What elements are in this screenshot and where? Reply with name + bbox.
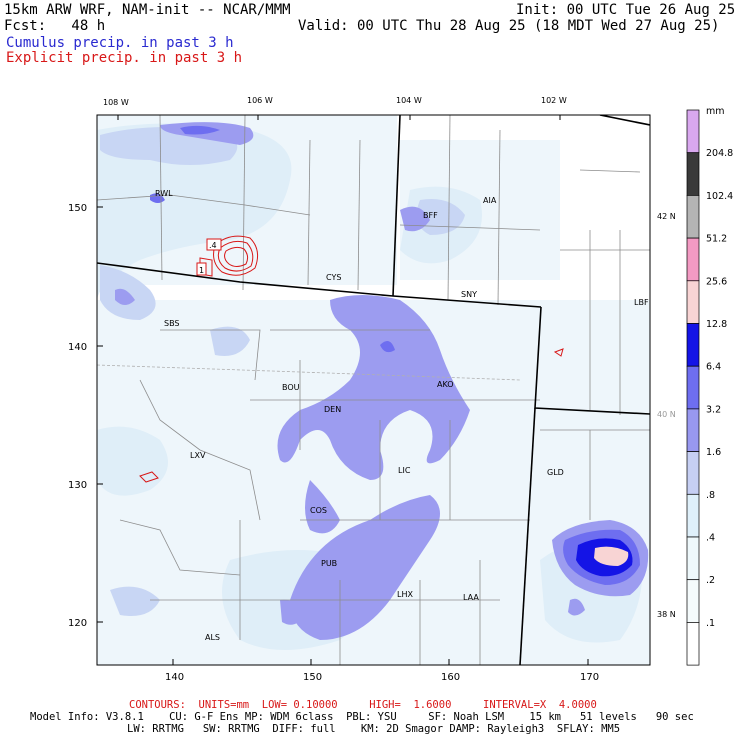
colorbar-level-label: 204.8: [706, 148, 733, 159]
colorbar-bin: [686, 451, 700, 495]
colorbar-level-label: .4: [706, 533, 715, 544]
contour-label-box: [196, 262, 207, 276]
colorbar-unit: mm: [706, 106, 725, 117]
lat-label: 42 N: [657, 212, 676, 221]
city-label: SNY: [461, 290, 477, 299]
lat-label: 38 N: [657, 610, 676, 619]
colorbar-level-label: 102.4: [706, 191, 733, 202]
model-info: Model Info: V3.8.1 CU: G-F Ens MP: WDM 6…: [30, 711, 694, 723]
x-tick-label: 160: [441, 672, 460, 683]
colorbar-level-label: .8: [706, 490, 715, 501]
colorbar-bin: [686, 109, 700, 154]
y-tick-label: 120: [68, 618, 87, 629]
colorbar-bin: [686, 280, 700, 324]
colorbar-level-label: 6.4: [706, 362, 721, 373]
state-borders: [97, 115, 650, 665]
axis-ticks: [97, 115, 589, 665]
colorbar-bin: [686, 493, 700, 538]
colorbar-level-label: .1: [706, 618, 715, 629]
contour-label: .4: [209, 241, 217, 250]
county-lines: [97, 115, 650, 665]
x-tick-label: 140: [165, 672, 184, 683]
city-label: LHX: [397, 590, 413, 599]
colorbar-bin: [686, 365, 700, 410]
x-tick-label: 150: [303, 672, 322, 683]
x-tick-label: 170: [580, 672, 599, 683]
y-tick-label: 140: [68, 342, 87, 353]
model-physics: LW: RRTMG SW: RRTMG DIFF: full KM: 2D Sm…: [127, 723, 621, 735]
city-label: LAA: [463, 593, 479, 602]
lon-label: 104 W: [396, 96, 422, 105]
colorbar-bin: [686, 579, 700, 623]
colorbar-level-label: 12.8: [706, 319, 727, 330]
city-label: RWL: [155, 189, 173, 198]
contour-label: 1: [199, 266, 204, 275]
init-time: Init: 00 UTC Tue 26 Aug 25: [516, 2, 736, 18]
city-label: ALS: [205, 633, 220, 642]
city-label: CYS: [326, 273, 341, 282]
forecast-hour: Fcst: 48 h: [4, 18, 106, 34]
map-frame: [96, 114, 651, 666]
colorbar-level-label: 1.6: [706, 447, 721, 458]
city-label: GLD: [547, 468, 564, 477]
y-tick-label: 130: [68, 480, 87, 491]
lon-label: 108 W: [103, 98, 129, 107]
city-label: COS: [310, 506, 327, 515]
colorbar-bin: [686, 536, 700, 581]
cumulus-legend: Cumulus precip. in past 3 h: [6, 35, 234, 51]
city-labels: RWL BFF AIA CYS SNY LBF SBS BOU AKO DEN …: [155, 189, 649, 642]
city-label: LIC: [398, 466, 411, 475]
city-label: LXV: [190, 451, 206, 460]
city-label: AKO: [437, 380, 454, 389]
model-title: 15km ARW WRF, NAM-init -- NCAR/MMM: [4, 2, 291, 18]
valid-time: Valid: 00 UTC Thu 28 Aug 25 (18 MDT Wed …: [298, 18, 720, 34]
colorbar-level-label: 51.2: [706, 234, 727, 245]
latitude-40-line: [97, 364, 521, 381]
colorbar-level-label: .2: [706, 575, 715, 586]
colorbar-bin: [686, 622, 700, 666]
colorbar-bin: [686, 323, 700, 367]
lat-label: 40 N: [657, 410, 676, 419]
contour-info: CONTOURS: UNITS=mm LOW= 0.10000 HIGH= 1.…: [129, 699, 597, 711]
y-tick-label: 150: [68, 203, 87, 214]
colorbar-bin: [686, 237, 700, 282]
city-label: PUB: [321, 559, 337, 568]
city-label: BOU: [282, 383, 300, 392]
contour-label-box: [206, 238, 222, 251]
lon-label: 106 W: [247, 96, 273, 105]
city-label: BFF: [423, 211, 438, 220]
colorbar-bin: [686, 195, 700, 239]
colorbar-bin: [686, 152, 700, 196]
colorbar-level-label: 3.2: [706, 404, 721, 415]
colorbar-level-label: 25.6: [706, 276, 727, 287]
colorbar: 204.8 102.4 51.2 25.6 12.8 6.4 3.2 1.6 .8 .4 .2 .1: [686, 109, 733, 666]
city-label: DEN: [324, 405, 341, 414]
explicit-legend: Explicit precip. in past 3 h: [6, 50, 243, 66]
city-label: AIA: [483, 196, 497, 205]
lon-label: 102 W: [541, 96, 567, 105]
city-label: SBS: [164, 319, 180, 328]
colorbar-bin: [686, 408, 700, 452]
precip-field: [97, 115, 650, 665]
city-label: LBF: [634, 298, 649, 307]
explicit-contours: [139, 235, 564, 483]
